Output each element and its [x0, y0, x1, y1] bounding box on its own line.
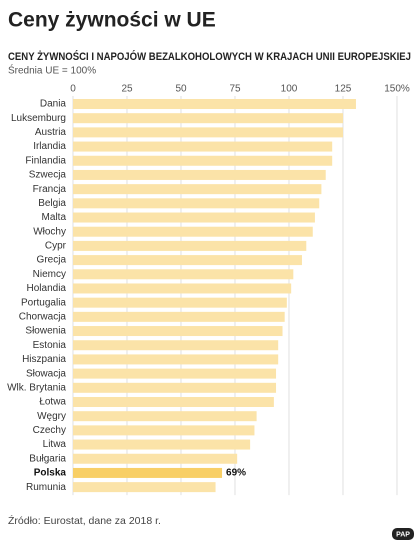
y-tick-label: Dania: [40, 99, 67, 110]
y-tick-label: Irlandia: [33, 141, 66, 152]
x-tick-label: 25: [121, 84, 133, 95]
y-tick-label: Bułgaria: [29, 453, 66, 464]
value-label: 69%: [226, 468, 246, 479]
y-tick-label: Holandia: [27, 283, 67, 294]
y-tick-label: Węgry: [37, 411, 66, 422]
bar: [73, 411, 257, 422]
x-tick-label: 0: [70, 84, 76, 95]
y-tick-label: Grecja: [37, 255, 67, 266]
y-tick-label: Francja: [33, 184, 67, 195]
bar: [73, 368, 277, 379]
y-tick-label: Włochy: [33, 226, 66, 237]
bar: [73, 382, 277, 393]
bar: [73, 453, 238, 464]
y-tick-label: Wlk. Brytania: [7, 382, 66, 393]
bar: [73, 255, 302, 266]
bar: [73, 99, 356, 109]
chart-title: Ceny żywności w UE: [8, 9, 216, 32]
bar: [73, 184, 322, 195]
bar: [73, 141, 333, 152]
y-tick-label: Łotwa: [39, 397, 66, 408]
y-tick-label: Portugalia: [21, 297, 66, 308]
bar: [73, 212, 315, 223]
y-tick-label: Luksemburg: [11, 113, 66, 124]
y-tick-label: Belgia: [38, 198, 66, 209]
bar: [73, 467, 223, 478]
y-tick-label: Polska: [34, 468, 67, 479]
y-tick-label: Malta: [42, 212, 67, 223]
y-tick-label: Litwa: [43, 439, 67, 450]
y-tick-label: Niemcy: [33, 269, 66, 280]
y-tick-label: Chorwacja: [19, 311, 67, 322]
y-tick-label: Hiszpania: [22, 354, 66, 365]
bar: [73, 198, 320, 209]
bar: [73, 169, 326, 180]
bar: [73, 482, 216, 493]
bar: [73, 226, 313, 237]
bar: [73, 113, 343, 124]
bar: [73, 326, 283, 337]
logo: PAP: [396, 531, 410, 538]
x-tick-label: 50: [175, 84, 187, 95]
bar: [73, 283, 292, 294]
note: Średnia UE = 100%: [8, 64, 96, 77]
x-tick-label: 125: [335, 84, 352, 95]
x-tick-label: 75: [229, 84, 241, 95]
bar: [73, 155, 333, 166]
source: Źródło: Eurostat, dane za 2018 r.: [8, 514, 161, 527]
y-tick-label: Cypr: [45, 241, 67, 252]
y-tick-label: Czechy: [33, 425, 66, 436]
y-tick-label: Szwecja: [29, 170, 67, 181]
x-tick-label: 150%: [384, 84, 410, 95]
y-tick-label: Rumunia: [26, 482, 66, 493]
y-tick-label: Estonia: [33, 340, 67, 351]
bar: [73, 340, 279, 351]
chart-subtitle: CENY ŻYWNOŚCI I NAPOJÓW BEZALKOHOLOWYCH …: [8, 50, 411, 63]
bar: [73, 396, 274, 407]
bar: [73, 269, 294, 280]
y-tick-label: Austria: [35, 127, 67, 138]
x-tick-label: 100: [281, 84, 298, 95]
bar: [73, 439, 251, 450]
logo-badge: [392, 528, 414, 540]
y-tick-label: Finlandia: [25, 155, 66, 166]
bar: [73, 354, 279, 365]
bar: [73, 240, 307, 251]
bar: [73, 311, 285, 322]
y-tick-label: Słowenia: [25, 326, 66, 337]
bar: [73, 127, 343, 138]
y-tick-label: Słowacja: [26, 368, 66, 379]
bar: [73, 425, 255, 436]
bar: [73, 297, 287, 308]
